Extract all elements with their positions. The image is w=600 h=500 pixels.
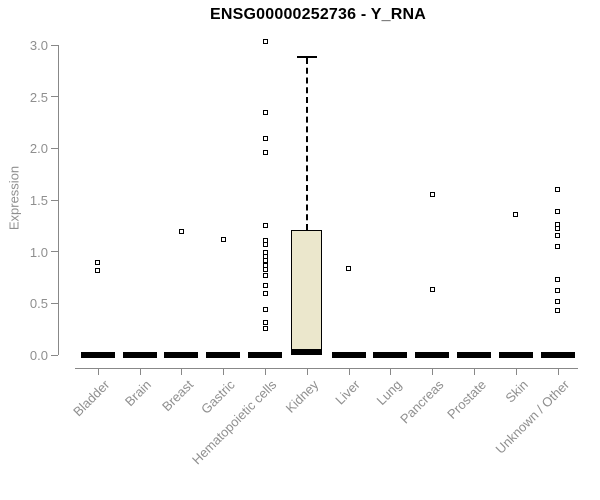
outlier-point-unknown-other [555, 244, 561, 249]
outlier-point-gastric [220, 236, 226, 242]
x-tick-mark [432, 368, 434, 375]
x-tick-label-bladder: Bladder [70, 377, 113, 420]
outlier-point-unknown-other [555, 308, 561, 314]
outlier-point-unknown-other [555, 232, 561, 238]
y-tick-label: 1.0 [29, 244, 48, 260]
y-tick-mark [51, 44, 58, 46]
box-whisker-cap-kidney [296, 56, 317, 59]
x-tick-mark [306, 368, 308, 375]
box-median-kidney [291, 349, 323, 355]
x-tick-label-skin: Skin [501, 377, 531, 406]
outlier-point-breast [178, 228, 184, 234]
collapsed-box-brain [122, 352, 157, 358]
x-tick-mark [97, 368, 99, 375]
outlier-point-unknown-other [555, 298, 561, 304]
x-tick-mark [181, 368, 183, 375]
y-tick-mark [51, 302, 58, 304]
chart-title: ENSG00000252736 - Y_RNA [210, 6, 426, 23]
outlier-point-unknown-other [555, 288, 561, 294]
box-kidney [291, 229, 323, 355]
outlier-point-unknown-other [555, 277, 561, 283]
outlier-point-hematopoietic-cells [262, 290, 268, 296]
x-tick-mark [474, 368, 475, 375]
y-tick-mark [51, 354, 58, 356]
x-tick-label-prostate: Prostate [443, 377, 489, 422]
outlier-point-bladder [95, 259, 101, 265]
outlier-point-hematopoietic-cells [262, 272, 268, 278]
x-tick-mark [557, 368, 559, 375]
collapsed-box-liver [331, 352, 366, 358]
collapsed-box-prostate [457, 352, 491, 358]
outlier-point-hematopoietic-cells [262, 149, 268, 155]
collapsed-box-bladder [80, 352, 115, 358]
y-tick-mark [51, 96, 58, 98]
outlier-point-unknown-other [555, 187, 561, 193]
collapsed-box-pancreas [415, 352, 450, 358]
x-axis-line [75, 368, 578, 369]
outlier-point-skin [513, 211, 519, 217]
outlier-point-hematopoietic-cells [262, 320, 268, 326]
x-tick-label-lung: Lung [373, 377, 406, 409]
outlier-point-bladder [95, 267, 101, 273]
collapsed-box-unknown-other [540, 352, 575, 358]
outlier-point-pancreas [429, 192, 435, 198]
y-tick-mark [51, 199, 58, 201]
x-tick-label-brain: Brain [122, 377, 155, 410]
x-tick-mark [390, 368, 392, 375]
x-tick-label-breast: Breast [158, 377, 197, 415]
x-tick-label-liver: Liver [332, 377, 364, 408]
outlier-point-hematopoietic-cells [262, 109, 268, 115]
y-tick-label: 2.5 [29, 89, 48, 105]
collapsed-box-lung [373, 352, 408, 358]
box-whisker-kidney [305, 58, 308, 230]
x-tick-label-gastric: Gastric [198, 377, 238, 417]
x-tick-mark [515, 368, 517, 375]
outlier-point-unknown-other [555, 226, 561, 232]
x-tick-mark [265, 368, 266, 375]
y-tick-label: 3.0 [29, 38, 48, 53]
y-tick-label: 0.0 [29, 348, 48, 363]
outlier-point-liver [346, 265, 352, 271]
x-tick-mark [223, 368, 225, 375]
outlier-point-hematopoietic-cells [262, 135, 268, 141]
x-tick-label-kidney: Kidney [282, 377, 322, 416]
x-tick-mark [348, 368, 350, 375]
outlier-point-hematopoietic-cells [262, 39, 268, 45]
collapsed-box-gastric [206, 352, 241, 358]
y-tick-label: 0.5 [29, 296, 48, 312]
outlier-point-unknown-other [555, 208, 561, 214]
outlier-point-hematopoietic-cells [262, 325, 268, 331]
x-tick-label-unknown-other: Unknown / Other [492, 377, 573, 457]
y-tick-label: 1.5 [29, 193, 48, 208]
collapsed-box-hematopoietic-cells [248, 352, 282, 358]
y-tick-mark [51, 251, 58, 253]
outlier-point-hematopoietic-cells [262, 223, 268, 229]
y-axis-line [58, 45, 59, 355]
collapsed-box-skin [498, 352, 533, 358]
outlier-point-hematopoietic-cells [262, 266, 268, 272]
outlier-point-pancreas [429, 287, 435, 293]
outlier-point-hematopoietic-cells [262, 283, 268, 289]
y-tick-label: 2.0 [29, 141, 48, 157]
outlier-point-hematopoietic-cells [262, 241, 268, 247]
x-tick-label-pancreas: Pancreas [397, 377, 447, 427]
outlier-point-hematopoietic-cells [262, 307, 268, 313]
collapsed-box-breast [164, 352, 199, 358]
y-tick-mark [51, 147, 58, 149]
x-tick-mark [139, 368, 141, 375]
